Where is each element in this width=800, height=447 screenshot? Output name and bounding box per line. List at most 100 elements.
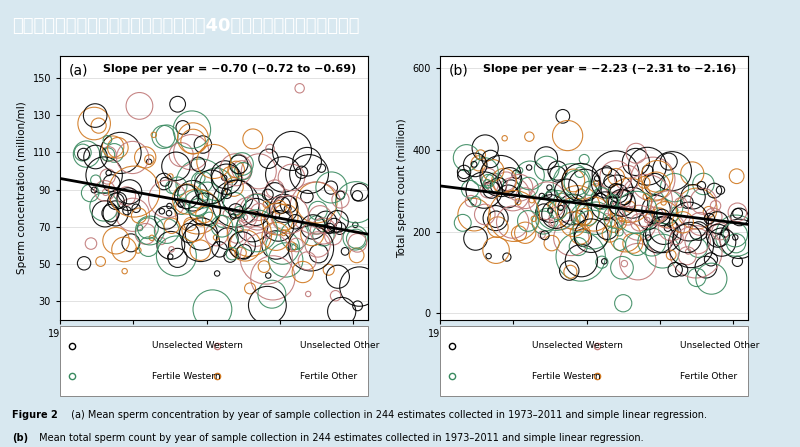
Point — [646, 238, 658, 245]
Point — [564, 268, 577, 275]
Point — [201, 190, 214, 197]
Point — [540, 155, 553, 162]
Point — [598, 258, 610, 265]
Point — [108, 149, 121, 156]
Point — [301, 257, 314, 265]
Point — [294, 84, 306, 92]
Point — [164, 173, 177, 180]
Point — [474, 151, 487, 158]
Point — [76, 149, 89, 156]
Point — [312, 250, 325, 257]
Point — [638, 179, 650, 186]
Point — [607, 219, 620, 227]
Point — [278, 214, 291, 221]
Point — [264, 145, 277, 152]
Point — [104, 210, 117, 217]
Point — [554, 204, 567, 211]
Point — [537, 219, 550, 226]
Point — [276, 244, 289, 251]
Point — [665, 224, 678, 231]
Point — [215, 223, 228, 230]
Point — [234, 209, 246, 216]
Point — [682, 218, 695, 225]
Point — [301, 158, 314, 165]
Point — [92, 122, 105, 129]
Point — [604, 177, 617, 185]
Text: Figure 2: Figure 2 — [12, 410, 58, 420]
Point — [593, 198, 606, 205]
Point — [478, 144, 491, 152]
Point — [230, 232, 243, 239]
Point — [186, 192, 199, 199]
Point — [102, 173, 114, 180]
Point — [610, 173, 622, 180]
Y-axis label: Total sperm count (million): Total sperm count (million) — [397, 118, 407, 257]
Text: Unselected Western: Unselected Western — [152, 341, 243, 350]
Text: (b): (b) — [450, 64, 469, 78]
Point — [456, 219, 469, 227]
Point — [513, 184, 526, 191]
Point — [98, 203, 110, 211]
Point — [120, 193, 133, 200]
Point — [630, 158, 642, 165]
Point — [526, 197, 538, 204]
Point — [665, 252, 678, 259]
Point — [598, 202, 611, 209]
Point — [277, 171, 290, 178]
Point — [166, 222, 178, 229]
Point — [185, 149, 198, 156]
Point — [692, 228, 705, 235]
Point — [322, 266, 335, 273]
Point — [617, 299, 630, 307]
Point — [230, 166, 242, 173]
Point — [711, 219, 724, 226]
Point — [88, 186, 101, 194]
Text: Mean total sperm count by year of sample collection in 244 estimates collected i: Mean total sperm count by year of sample… — [36, 433, 644, 443]
Point — [226, 250, 238, 257]
Point — [610, 187, 622, 194]
Point — [545, 219, 558, 227]
Point — [555, 198, 568, 205]
Point — [535, 193, 548, 200]
Point — [192, 160, 205, 168]
Point — [572, 214, 585, 221]
Point — [238, 248, 250, 255]
Point — [498, 135, 511, 142]
Point — [523, 172, 536, 179]
Point — [522, 164, 535, 171]
Point — [311, 241, 324, 248]
Point — [195, 230, 208, 237]
Point — [289, 218, 302, 225]
Point — [349, 221, 362, 228]
Point — [691, 245, 704, 252]
Point — [458, 169, 470, 176]
Point — [566, 206, 579, 213]
Point — [266, 291, 278, 298]
Point — [563, 267, 576, 274]
Point — [161, 195, 174, 202]
Point — [171, 183, 184, 190]
Point — [608, 214, 621, 221]
Point — [334, 196, 347, 203]
Point — [158, 178, 170, 185]
Point — [669, 207, 682, 214]
Point — [492, 182, 505, 189]
Point — [733, 235, 746, 242]
Point — [731, 258, 744, 265]
Point — [133, 212, 146, 219]
Point — [646, 176, 659, 183]
FancyBboxPatch shape — [440, 326, 748, 396]
Point — [574, 230, 586, 237]
Point — [686, 193, 699, 200]
Point — [615, 264, 628, 271]
Point — [705, 256, 718, 263]
Point — [606, 197, 618, 204]
Point — [288, 232, 301, 239]
X-axis label: Year of sample collection: Year of sample collection — [529, 344, 659, 354]
Point — [513, 230, 526, 237]
Point — [158, 178, 171, 186]
Point — [125, 239, 138, 246]
Point — [610, 207, 623, 215]
Point — [180, 193, 193, 200]
Point — [289, 243, 302, 250]
